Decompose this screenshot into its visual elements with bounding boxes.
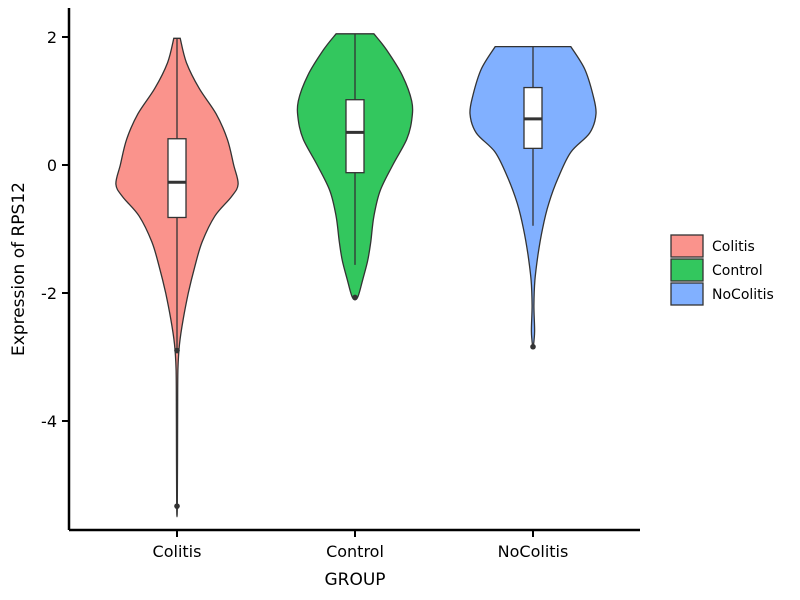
x-tick-label-nocolitis: NoColitis <box>498 542 569 561</box>
outlier-control-0 <box>352 294 358 301</box>
outlier-nocolitis-0 <box>530 343 536 350</box>
y-axis-title: Expression of RPS12 <box>9 182 29 356</box>
legend-label-nocolitis: NoColitis <box>712 287 774 303</box>
legend-label-colitis: Colitis <box>712 239 755 255</box>
box-colitis <box>167 138 187 219</box>
outlier-colitis-0 <box>174 347 180 354</box>
outlier-colitis-1 <box>174 503 180 509</box>
box-control <box>345 99 365 174</box>
legend-label-control: Control <box>712 263 763 279</box>
legend-swatch-nocolitis <box>670 282 704 306</box>
y-tick-label-0: 2 <box>47 28 57 47</box>
x-axis-title: GROUP <box>324 570 385 590</box>
y-tick-label-3: -4 <box>41 412 57 431</box>
y-tick-label-1: 0 <box>47 156 57 175</box>
plot-area <box>115 33 597 518</box>
ticks: Colitis Control NoColitis 2 0 -2 -4 <box>41 28 568 561</box>
legend: Colitis Control NoColitis <box>670 234 774 306</box>
y-tick-label-2: -2 <box>41 284 57 303</box>
legend-swatch-control <box>670 258 704 282</box>
x-tick-label-control: Control <box>326 542 384 561</box>
legend-swatch-colitis <box>670 234 704 258</box>
x-tick-label-colitis: Colitis <box>153 542 202 561</box>
